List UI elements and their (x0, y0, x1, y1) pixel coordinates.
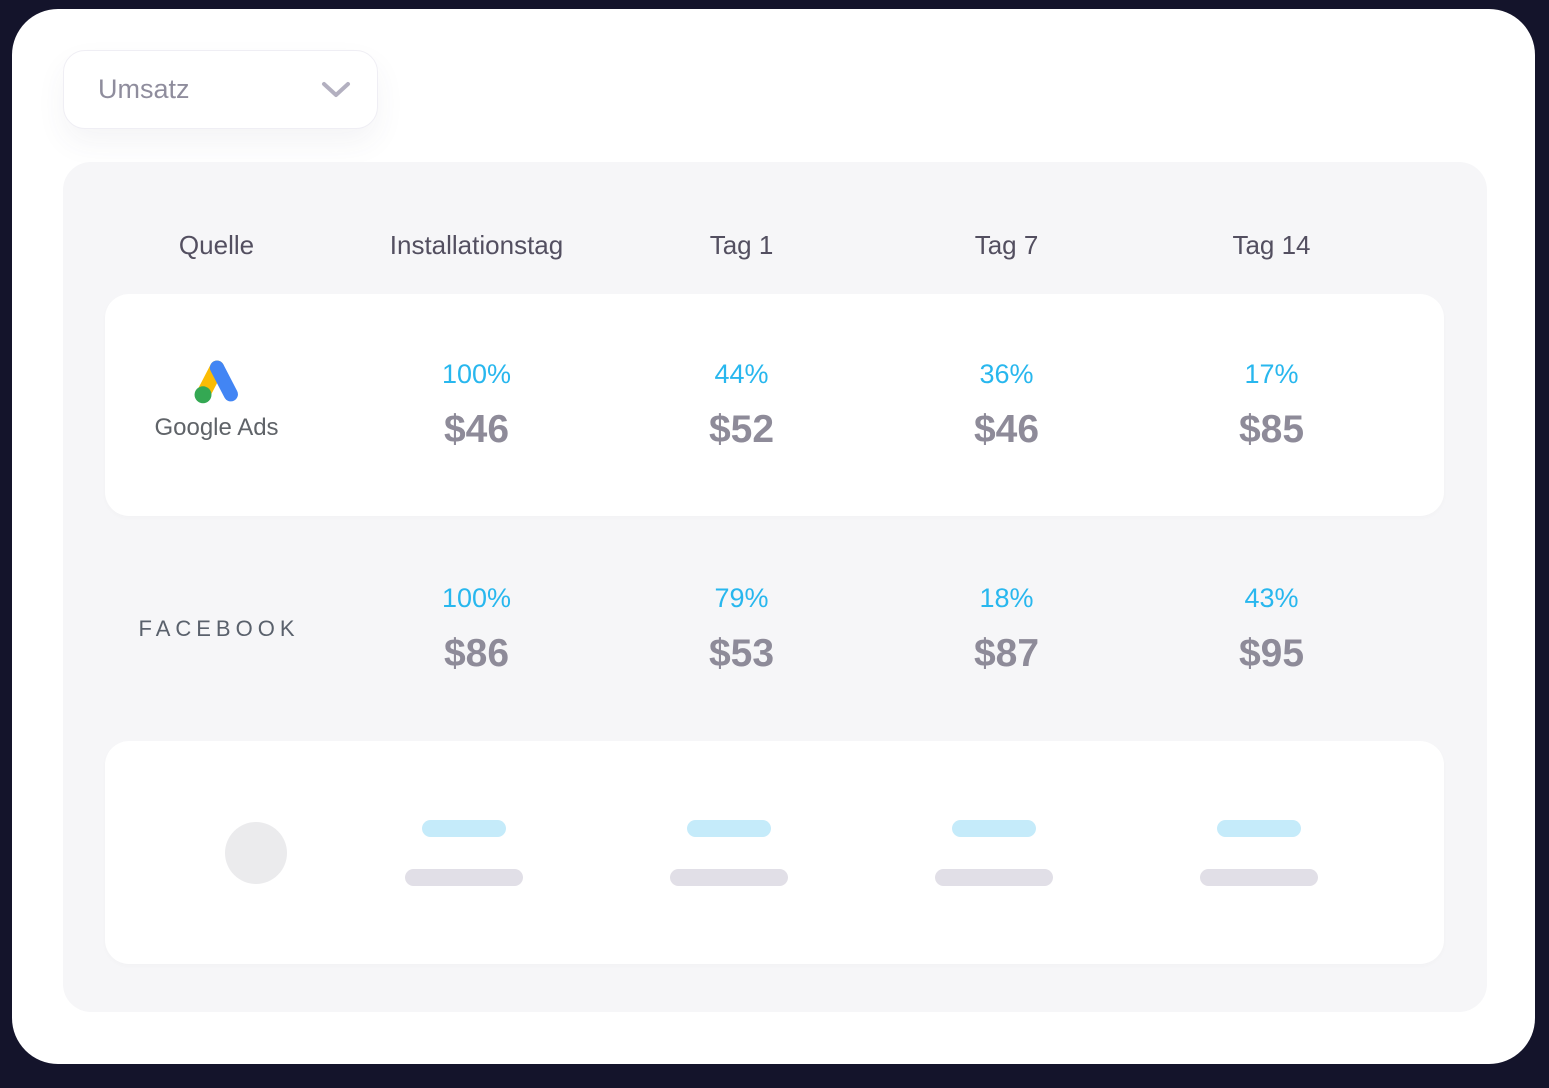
skeleton-cell (861, 741, 1126, 964)
metric-cell: 100% $46 (344, 294, 609, 516)
source-cell-google: Google Ads (63, 294, 344, 516)
metric-cell: 79% $53 (609, 516, 874, 741)
google-ads-icon (192, 357, 241, 411)
revenue-value: $95 (1238, 631, 1305, 675)
percent-value: 79% (714, 582, 769, 613)
skeleton-bar-top (1216, 819, 1301, 837)
table-row-skeleton (63, 741, 1487, 964)
google-ads-logo: Google Ads (154, 357, 279, 442)
metric-dropdown[interactable]: Umsatz (63, 50, 378, 129)
percent-value: 100% (441, 359, 512, 389)
metric-cell: 44% $52 (609, 294, 874, 516)
skeleton-bar-top (951, 819, 1036, 837)
percent-value: 36% (979, 359, 1034, 389)
skeleton-bar-bottom (669, 868, 788, 886)
google-ads-label: Google Ads (154, 413, 279, 441)
percent-value: 44% (714, 359, 769, 389)
chevron-down-icon (321, 81, 351, 99)
facebook-logo: FACEBOOK (138, 615, 300, 641)
cohort-table: Quelle Installationstag Tag 1 Tag 7 Tag … (63, 162, 1487, 1012)
column-header-installationstag: Installationstag (389, 229, 564, 260)
revenue-value: $52 (708, 408, 775, 451)
skeleton-bar-bottom (934, 868, 1053, 886)
skeleton-cell (1126, 741, 1391, 964)
source-cell-facebook: FACEBOOK (63, 516, 344, 741)
revenue-value: $53 (708, 631, 775, 675)
column-header-tag7: Tag 7 (974, 229, 1039, 260)
column-header-tag1: Tag 1 (709, 229, 774, 260)
metric-cell: 43% $95 (1139, 516, 1404, 741)
app-window: Umsatz Quelle Installationstag Tag 1 Tag… (12, 9, 1535, 1064)
skeleton-bar-bottom (1199, 868, 1318, 886)
table-row-facebook: FACEBOOK 100% $86 79% $53 18% $87 43% $9… (63, 516, 1487, 741)
revenue-value: $86 (443, 631, 510, 675)
percent-value: 18% (979, 582, 1034, 613)
metric-cell: 36% $46 (874, 294, 1139, 516)
source-cell-skeleton (63, 741, 344, 964)
skeleton-bar-top (686, 819, 771, 837)
percent-value: 17% (1244, 359, 1299, 389)
metric-cell: 18% $87 (874, 516, 1139, 741)
column-header-tag14: Tag 14 (1232, 229, 1311, 260)
skeleton-cell (331, 741, 596, 964)
percent-value: 43% (1244, 582, 1299, 613)
percent-value: 100% (441, 582, 512, 613)
skeleton-cell (596, 741, 861, 964)
metric-dropdown-value: Umsatz (98, 74, 190, 104)
revenue-value: $87 (973, 631, 1040, 675)
revenue-value: $46 (973, 408, 1040, 451)
table-row-google: Google Ads 100% $46 44% $52 36% $46 17% (63, 294, 1487, 516)
skeleton-bar-bottom (404, 868, 523, 886)
column-header-quelle: Quelle (178, 229, 255, 260)
metric-cell: 17% $85 (1139, 294, 1404, 516)
skeleton-bar-top (421, 819, 506, 837)
table-header: Quelle Installationstag Tag 1 Tag 7 Tag … (63, 162, 1487, 294)
metric-cell: 100% $86 (344, 516, 609, 741)
revenue-value: $46 (443, 408, 510, 451)
revenue-value: $85 (1238, 408, 1305, 451)
skeleton-avatar (225, 821, 287, 884)
